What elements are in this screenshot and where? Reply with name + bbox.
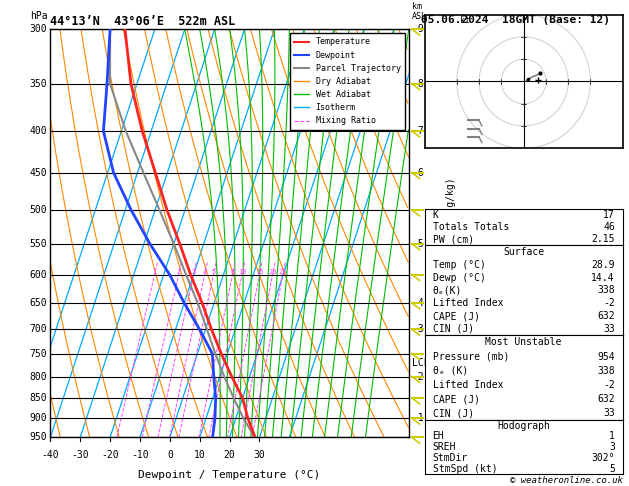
Text: Most Unstable: Most Unstable: [486, 337, 562, 347]
Text: 2: 2: [177, 269, 181, 275]
Text: -2: -2: [603, 380, 615, 390]
Text: -30: -30: [71, 450, 89, 460]
Text: Pressure (mb): Pressure (mb): [433, 351, 509, 362]
Text: 5: 5: [211, 269, 216, 275]
Text: Surface: Surface: [503, 247, 544, 257]
Text: 950: 950: [30, 433, 47, 442]
Text: StmDir: StmDir: [433, 453, 468, 463]
Text: 550: 550: [30, 239, 47, 249]
Text: -1: -1: [412, 413, 423, 423]
Text: Totals Totals: Totals Totals: [433, 222, 509, 232]
Text: 3: 3: [192, 269, 196, 275]
Text: StmSpd (kt): StmSpd (kt): [433, 464, 497, 473]
Text: 900: 900: [30, 413, 47, 423]
Text: km
ASL: km ASL: [412, 1, 427, 21]
Text: Lifted Index: Lifted Index: [433, 380, 503, 390]
Text: 05.06.2024  18GMT (Base: 12): 05.06.2024 18GMT (Base: 12): [421, 15, 610, 25]
Text: 302°: 302°: [591, 453, 615, 463]
Text: -10: -10: [131, 450, 149, 460]
Text: 954: 954: [597, 351, 615, 362]
Text: -5: -5: [412, 239, 423, 249]
Text: Dewp (°C): Dewp (°C): [433, 273, 486, 282]
Text: 800: 800: [30, 371, 47, 382]
Text: 10: 10: [238, 269, 247, 275]
Text: -8: -8: [412, 79, 423, 89]
Text: Temp (°C): Temp (°C): [433, 260, 486, 270]
Text: 0: 0: [167, 450, 173, 460]
Text: -4: -4: [412, 298, 423, 308]
Legend: Temperature, Dewpoint, Parcel Trajectory, Dry Adiabat, Wet Adiabat, Isotherm, Mi: Temperature, Dewpoint, Parcel Trajectory…: [290, 34, 404, 130]
Text: CIN (J): CIN (J): [433, 408, 474, 418]
Text: 600: 600: [30, 270, 47, 279]
Text: 8: 8: [230, 269, 235, 275]
Text: 500: 500: [30, 205, 47, 215]
Text: -40: -40: [42, 450, 59, 460]
Text: 20: 20: [224, 450, 235, 460]
Text: 450: 450: [30, 168, 47, 178]
Text: EH: EH: [433, 432, 444, 441]
Text: kt: kt: [460, 16, 470, 25]
Text: 17: 17: [603, 210, 615, 220]
Text: 44°13’N  43°06’E  522m ASL: 44°13’N 43°06’E 522m ASL: [50, 15, 236, 28]
Text: 5: 5: [609, 464, 615, 473]
Text: 10: 10: [194, 450, 206, 460]
Text: 25: 25: [279, 269, 287, 275]
Text: CAPE (J): CAPE (J): [433, 394, 479, 404]
Text: 28.9: 28.9: [591, 260, 615, 270]
Text: SREH: SREH: [433, 442, 456, 452]
Text: 3: 3: [609, 442, 615, 452]
Text: θₑ (K): θₑ (K): [433, 366, 468, 376]
Text: 4: 4: [203, 269, 207, 275]
Text: hPa: hPa: [30, 11, 47, 21]
Text: -9: -9: [412, 24, 423, 34]
Text: LCL: LCL: [412, 358, 430, 368]
Text: 632: 632: [597, 394, 615, 404]
Text: -6: -6: [412, 168, 423, 178]
Text: K: K: [433, 210, 438, 220]
Text: -2: -2: [603, 298, 615, 308]
Text: -7: -7: [412, 126, 423, 136]
Text: -20: -20: [101, 450, 119, 460]
Text: 20: 20: [269, 269, 277, 275]
Text: © weatheronline.co.uk: © weatheronline.co.uk: [510, 476, 623, 485]
Text: 400: 400: [30, 126, 47, 136]
Text: 750: 750: [30, 348, 47, 359]
Text: θₑ(K): θₑ(K): [433, 285, 462, 295]
Text: -2: -2: [412, 371, 423, 382]
Text: 1: 1: [609, 432, 615, 441]
Text: Dewpoint / Temperature (°C): Dewpoint / Temperature (°C): [138, 470, 321, 480]
Text: Hodograph: Hodograph: [497, 421, 550, 431]
Text: 33: 33: [603, 408, 615, 418]
Text: 33: 33: [603, 324, 615, 334]
Text: CAPE (J): CAPE (J): [433, 311, 479, 321]
Text: 30: 30: [253, 450, 265, 460]
Text: PW (cm): PW (cm): [433, 234, 474, 244]
Text: 632: 632: [597, 311, 615, 321]
Text: 15: 15: [255, 269, 264, 275]
Text: Lifted Index: Lifted Index: [433, 298, 503, 308]
Text: 1: 1: [152, 269, 157, 275]
Text: 338: 338: [597, 366, 615, 376]
Text: -3: -3: [412, 324, 423, 334]
Text: 850: 850: [30, 393, 47, 403]
Text: 300: 300: [30, 24, 47, 34]
Text: 14.4: 14.4: [591, 273, 615, 282]
Text: 338: 338: [597, 285, 615, 295]
Text: 2.15: 2.15: [591, 234, 615, 244]
Text: 700: 700: [30, 324, 47, 334]
Text: 650: 650: [30, 298, 47, 308]
Text: 46: 46: [603, 222, 615, 232]
Text: 350: 350: [30, 79, 47, 89]
Text: Mixing Ratio (g/kg): Mixing Ratio (g/kg): [446, 177, 455, 289]
Text: CIN (J): CIN (J): [433, 324, 474, 334]
